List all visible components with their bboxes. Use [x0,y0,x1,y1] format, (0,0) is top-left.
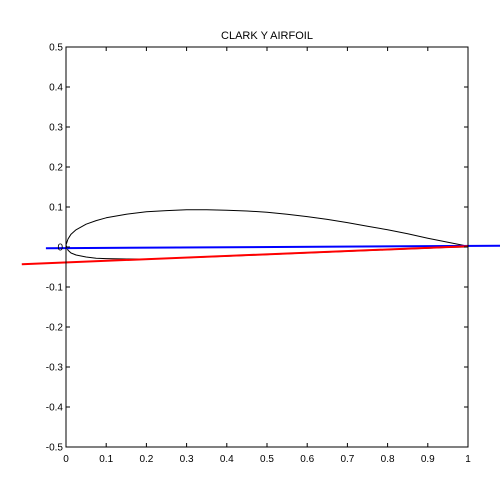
axis-ticks [65,46,469,448]
x-tick-label: 0.4 [220,454,234,465]
x-tick-label: 0 [63,454,69,465]
y-tick-label: 0.4 [49,83,63,94]
x-tick-label: 0.9 [421,454,435,465]
x-tick-label: 0.3 [180,454,194,465]
series-layer [21,209,500,266]
x-tick-label: 0.6 [300,454,314,465]
y-tick-label: 0.5 [49,43,63,54]
x-axis-tick-labels: 0 0.1 0.2 0.3 0.4 0.5 0.6 0.7 0.8 0.9 1 [63,454,471,465]
y-tick-label: 0.3 [49,123,63,134]
y-tick-label: -0.4 [46,403,64,414]
y-tick-label: 0.2 [49,163,63,174]
reference-line-red [21,245,469,266]
x-tick-label: 0.8 [381,454,395,465]
y-tick-label: -0.1 [46,283,64,294]
y-tick-label: -0.2 [46,323,64,334]
y-tick-label: 0.1 [49,203,63,214]
y-tick-label: -0.3 [46,363,64,374]
x-tick-label: 0.7 [340,454,354,465]
chart-title: CLARK Y AIRFOIL [221,30,313,42]
y-axis-tick-labels: -0.5 -0.4 -0.3 -0.2 -0.1 0 0.1 0.2 0.3 0.4 0.5 [46,43,64,454]
x-tick-label: 0.1 [99,454,113,465]
x-tick-label: 1 [465,454,471,465]
x-tick-label: 0.5 [260,454,274,465]
x-tick-label: 0.2 [139,454,153,465]
y-tick-label: -0.5 [46,443,64,454]
y-tick-label: 0 [57,243,63,254]
chord-line-blue [45,244,500,250]
